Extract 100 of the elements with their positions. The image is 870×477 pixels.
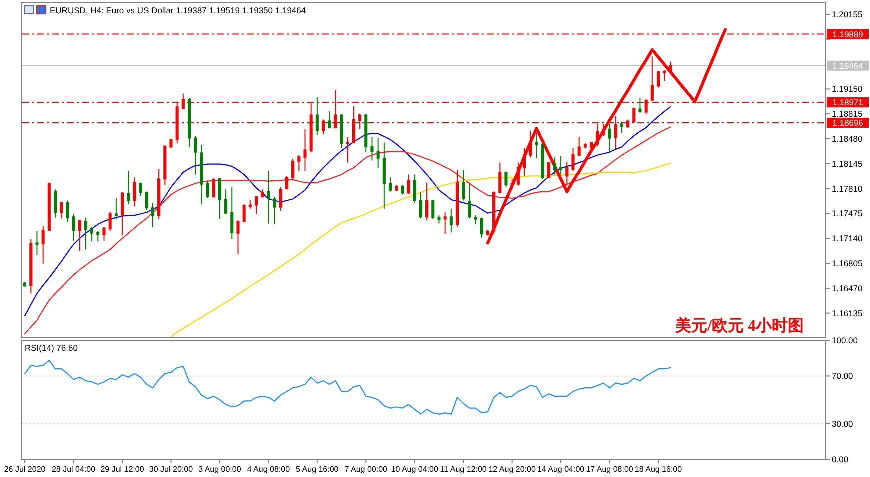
candlestick [102, 226, 106, 242]
y-tick-label: 1.17140 [832, 234, 863, 244]
candlestick [218, 178, 222, 220]
candlestick [316, 96, 319, 136]
y-tick-label: 70.00 [832, 371, 854, 382]
candlestick [456, 170, 460, 228]
candlestick [401, 184, 404, 196]
candlestick [669, 61, 672, 75]
candlestick [267, 170, 270, 224]
candlestick [382, 142, 386, 210]
candlestick [285, 176, 288, 190]
candlestick [444, 212, 447, 235]
ref-line-label: 1.19464 [832, 60, 864, 71]
candlestick [304, 128, 307, 172]
candlestick [298, 154, 301, 172]
y-tick-label: 1.16135 [832, 308, 863, 318]
candlestick [370, 137, 374, 162]
candlestick [553, 157, 556, 176]
x-tick-label: 29 Jul 12:00 [100, 465, 145, 474]
candlestick [236, 220, 240, 255]
candlestick [194, 136, 198, 176]
candlestick [560, 156, 563, 176]
candlestick [468, 183, 472, 220]
x-tick-label: 5 Aug 16:00 [296, 465, 340, 474]
x-tick-label: 17 Aug 08:00 [586, 465, 634, 474]
candlestick [426, 182, 429, 222]
candlestick [139, 182, 142, 197]
annotation: 美元/欧元 4小时图 [674, 316, 804, 335]
candlestick [516, 162, 520, 186]
y-tick-label: 1.16470 [832, 283, 863, 294]
candlestick [663, 70, 666, 82]
candlestick [376, 138, 380, 169]
candlestick [151, 202, 154, 228]
candlestick [328, 111, 332, 130]
candlestick [54, 189, 58, 218]
candlestick [584, 142, 587, 150]
candlestick [566, 162, 569, 186]
candlestick [572, 147, 575, 172]
candlestick [133, 177, 136, 208]
candlestick [158, 169, 161, 220]
x-tick-label: 28 Jul 04:00 [52, 465, 96, 474]
candlestick [608, 124, 612, 153]
candlestick [36, 230, 39, 256]
x-tick-label: 4 Aug 08:00 [247, 465, 291, 474]
candlestick [90, 226, 94, 242]
candlestick [535, 132, 538, 159]
x-tick-label: 7 Aug 00:00 [344, 465, 388, 474]
candlestick [60, 202, 64, 220]
candlestick [450, 208, 453, 234]
candlestick [42, 226, 45, 264]
candlestick [66, 200, 70, 223]
y-tick-label: 0.00 [832, 454, 849, 464]
candlestick [96, 230, 100, 242]
candlestick [78, 220, 82, 252]
candlestick [279, 186, 282, 212]
candlestick [200, 144, 204, 205]
candlestick [395, 184, 398, 192]
ref-line-label: 1.19889 [832, 29, 864, 40]
y-tick-label: 1.20155 [832, 10, 863, 20]
candlestick [182, 93, 185, 110]
x-tick-label: 30 Jul 20:00 [149, 465, 194, 474]
candlestick [529, 130, 532, 158]
y-tick-label: 1.18815 [832, 109, 863, 120]
candlestick [413, 174, 416, 204]
candlestick [224, 189, 228, 215]
y-tick-label: 1.17810 [832, 184, 863, 194]
y-tick-label: 1.17475 [832, 208, 863, 219]
candlestick [462, 170, 466, 202]
candlestick [84, 217, 88, 250]
x-tick-label: 12 Aug 20:00 [488, 465, 536, 474]
candlestick [127, 170, 130, 205]
y-tick-label: 100.00 [832, 336, 858, 346]
x-tick-label: 11 Aug 12:00 [440, 465, 488, 474]
x-tick-label: 3 Aug 00:00 [198, 465, 242, 474]
candlestick [114, 198, 118, 220]
candlestick [120, 192, 124, 236]
y-tick-label: 1.18145 [832, 158, 863, 169]
candlestick [388, 177, 392, 192]
candlestick [620, 121, 624, 134]
line-series [24, 126, 672, 334]
candlestick [273, 196, 276, 226]
line-series [170, 163, 672, 338]
candlestick [510, 178, 514, 188]
candlestick [522, 147, 526, 177]
line-series [24, 360, 672, 415]
x-tick-label: 10 Aug 04:00 [391, 465, 439, 474]
ref-line-label: 1.18696 [832, 118, 864, 128]
candlestick [498, 162, 502, 194]
x-tick-label: 26 Jul 2020 [4, 465, 46, 474]
x-tick-label: 14 Aug 04:00 [537, 465, 586, 474]
candlestick [230, 186, 234, 240]
y-tick-label: 1.16805 [832, 258, 863, 269]
chart-title: RSI(14) 76.60 [25, 343, 78, 353]
candlestick [590, 142, 594, 150]
candlestick [504, 171, 508, 188]
chart-title: EURUSD, H4: Euro vs US Dollar 1.19387 1.19519 1.19350 1.19464 [50, 6, 306, 16]
candlestick [407, 174, 410, 195]
line-series [24, 106, 672, 316]
candlestick [578, 137, 581, 157]
y-tick-label: 1.19150 [832, 84, 863, 94]
